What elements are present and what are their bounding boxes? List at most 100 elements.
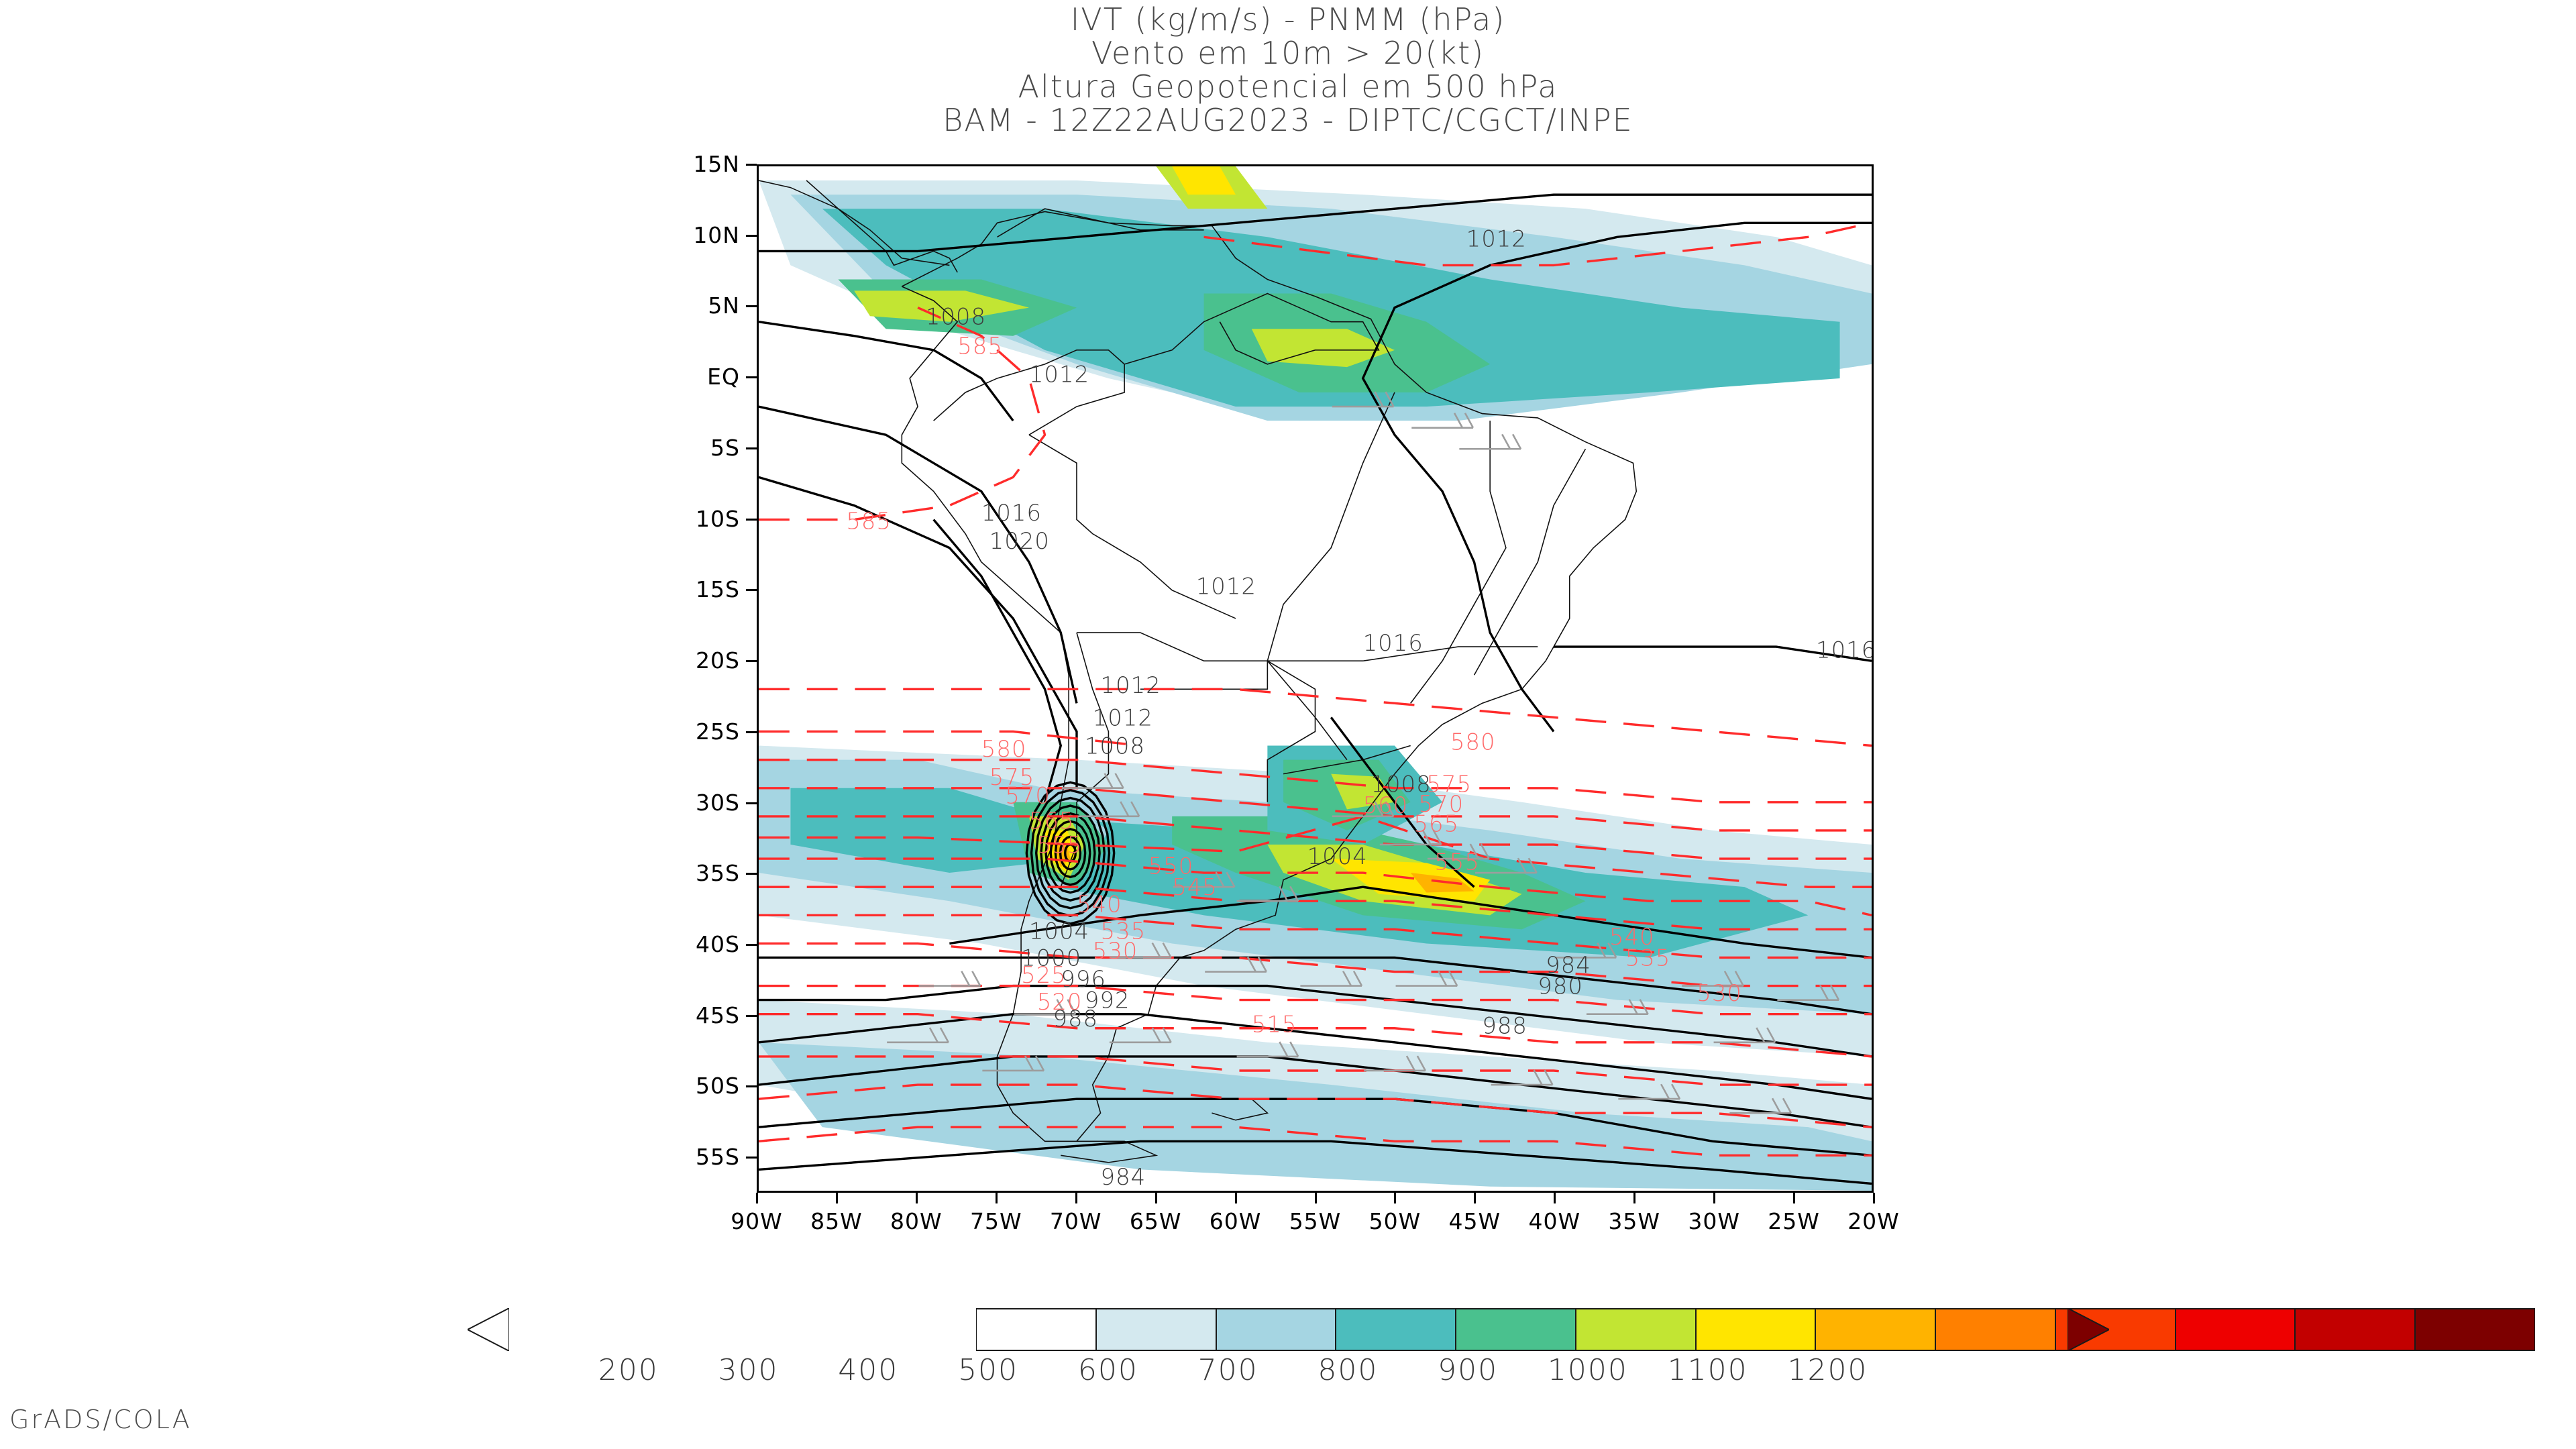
y-tick-mark [746,1014,757,1017]
geopotential-contour-560 [759,815,1872,888]
y-tick-mark [746,305,757,308]
contour-label-525: 525 [1021,962,1067,988]
contour-label-1012: 1012 [1029,362,1089,388]
geopotential-contour-585 [1203,221,1872,267]
ivt-core-pacific-600 [854,290,1029,322]
mslp-closed-ring-4 [1044,812,1096,894]
x-tick-mark [1075,1193,1077,1203]
map-canvas: 1008101210161020585585101210161012101610… [759,166,1872,1191]
tierra-del-fuego [1061,1140,1159,1163]
contour-label-585: 585 [846,508,892,535]
brazil-border-west [1267,392,1395,761]
ivt-core-carib-700 [1172,166,1236,195]
map-plot-area: 1008 1012 1016 1020 585 585 1012 1016 1012 1016 10… [757,164,1874,1193]
colorbar-min-arrow [468,1308,509,1351]
x-tick-mark [756,1193,758,1203]
contour-label-520: 520 [1037,989,1083,1015]
mslp-contour-1004 [949,885,1872,959]
x-axis-tick-20W: 20W [1847,1208,1900,1234]
x-axis-tick-75W: 75W [969,1208,1022,1234]
wind-barb-13 [1554,942,1617,959]
wind-barb-28 [1236,885,1299,902]
colorbar-label-1200: 1200 [1787,1353,1868,1387]
wind-barb-21 [1491,1069,1554,1086]
x-tick-mark [1234,1193,1237,1203]
contour-label-580: 580 [1450,729,1496,755]
contour-label-585: 585 [957,333,1003,360]
x-axis-tick-70W: 70W [1049,1208,1102,1234]
x-axis-tick-90W: 90W [731,1208,783,1234]
south-america-coastline [901,211,1638,1142]
contour-label-1012: 1012 [1101,672,1161,698]
mslp-contour-1008 [759,321,1014,422]
wind-barb-0 [1411,413,1474,429]
y-axis-tick-40S: 40S [696,930,740,957]
colorbar-segment-10 [2175,1308,2296,1351]
y-tick-mark [746,447,757,449]
chart-title-block: IVT (kg/m/s) - PNMM (hPa) Vento em 10m >… [0,3,2576,137]
mslp-contour-1012 [759,193,1872,253]
x-tick-mark [1713,1193,1716,1203]
paraguay-uruguay-border [1267,660,1316,802]
geopotential-contour-575 [759,758,1872,804]
wind-barb-19 [1236,1041,1299,1058]
contour-label-540: 540 [1077,892,1122,918]
mslp-closed-ring-1 [1059,835,1082,871]
colorbar-label-700: 700 [1197,1353,1258,1387]
y-tick-mark [746,731,757,733]
x-axis-tick-50W: 50W [1368,1208,1421,1234]
title-line-3: Altura Geopotencial em 500 hPa [1018,68,1558,105]
wind-barb-25 [982,1055,1045,1072]
y-axis-tick-25S: 25S [696,718,740,745]
contour-label-560: 560 [1363,792,1409,818]
venezuela-coast [997,208,1204,237]
x-tick-mark [1474,1193,1477,1203]
wind-barb-14 [1682,971,1744,987]
contour-label-1008: 1008 [1371,771,1431,797]
x-axis-tick-30W: 30W [1688,1208,1740,1234]
contour-label-555: 555 [1037,832,1083,858]
contour-label-1008: 1008 [926,303,986,329]
wind-barb-11 [1300,971,1363,987]
geopotential-contour-540 [759,942,1872,987]
contour-label-580: 580 [981,736,1027,762]
geopotential-contour-515 [759,1126,1872,1157]
x-axis-tick-60W: 60W [1209,1208,1262,1234]
mslp-contour-988 [759,1055,1872,1128]
geopotential-contour-535 [759,984,1872,1016]
geopotential-contour-565 [759,815,1872,860]
contour-label-1008: 1008 [1085,733,1145,759]
mslp-closed-ring-7 [1030,789,1111,918]
contour-label-535: 535 [1625,945,1671,971]
colorbar-label-300: 300 [718,1353,779,1387]
contour-label-550: 550 [1148,853,1194,879]
y-axis-tick-35S: 35S [696,860,740,887]
contour-label-565: 565 [1029,808,1075,834]
contour-label-530: 530 [1697,980,1742,1006]
x-tick-mark [1314,1193,1317,1203]
y-tick-mark [746,164,757,166]
contour-label-996: 996 [1061,966,1106,992]
wind-barb-6 [1379,829,1442,846]
mslp-contour-1020 [932,519,1063,803]
colorbar-label-800: 800 [1318,1353,1379,1387]
x-axis-tick-45W: 45W [1448,1208,1501,1234]
contour-label-984: 984 [1546,952,1591,978]
mslp-closed-ring-8 [1025,781,1116,925]
contour-label-1012: 1012 [1093,704,1153,731]
contour-label-575: 575 [989,764,1035,790]
geopotential-contour-585 [759,307,1046,521]
wind-barb-3 [1061,773,1124,790]
contour-label-1020: 1020 [989,528,1050,554]
contour-label-540: 540 [1609,924,1655,950]
y-tick-mark [746,943,757,946]
x-tick-mark [1394,1193,1397,1203]
wind-barb-17 [1014,999,1077,1016]
wind-barb-12 [1395,971,1458,987]
contour-label-545: 545 [1172,874,1218,900]
x-axis-tick-85W: 85W [810,1208,863,1234]
wind-barb-20 [1364,1055,1426,1072]
contour-label-1004: 1004 [1307,843,1368,869]
x-tick-mark [915,1193,918,1203]
colorbar-label-1100: 1100 [1667,1353,1748,1387]
